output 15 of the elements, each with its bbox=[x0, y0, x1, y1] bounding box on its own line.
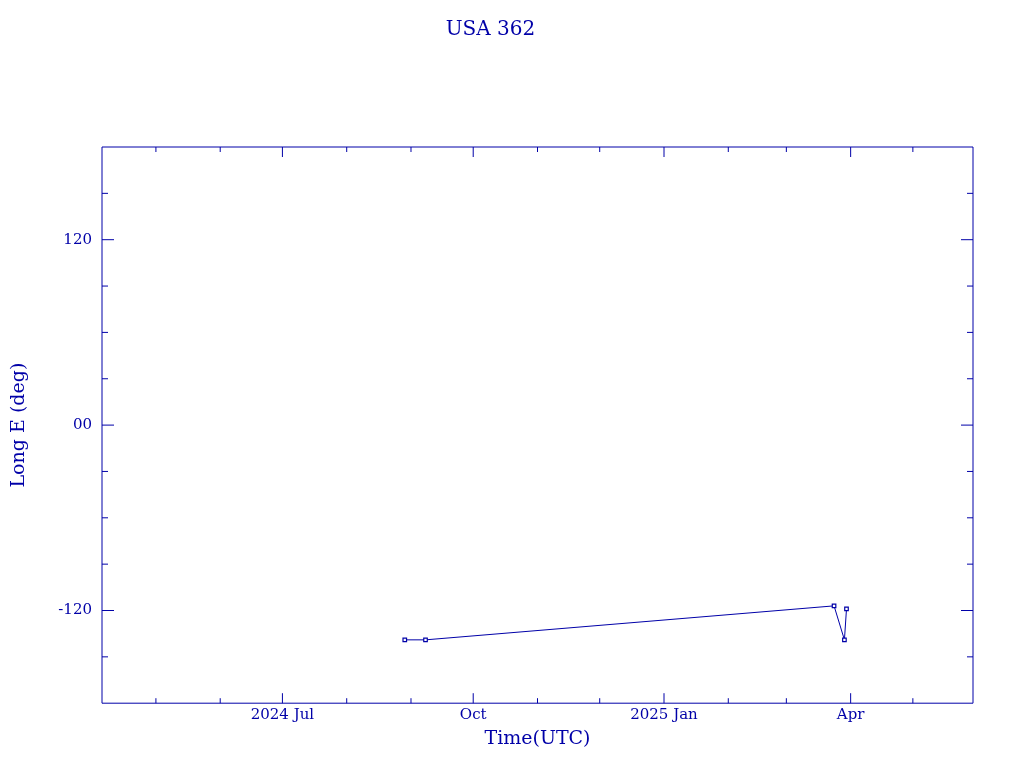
y-tick-label: 00 bbox=[72, 414, 92, 433]
point bbox=[402, 637, 408, 643]
point bbox=[423, 637, 428, 643]
point bbox=[844, 606, 849, 612]
x-tick-label: 2024 Jul bbox=[250, 705, 315, 724]
y-tick-label: -120 bbox=[58, 600, 92, 619]
x-tick-label: Apr bbox=[835, 705, 866, 724]
y-axis-title: Long E (deg) bbox=[6, 362, 29, 488]
y-tick-label: 120 bbox=[63, 229, 92, 248]
x-tick-label: Oct bbox=[459, 705, 487, 724]
point bbox=[842, 637, 847, 643]
chart-title: USA 362 bbox=[445, 16, 536, 41]
x-axis-title: Time(UTC) bbox=[484, 725, 591, 748]
x-tick-label: 2025 Jan bbox=[630, 705, 699, 724]
point bbox=[831, 603, 837, 609]
